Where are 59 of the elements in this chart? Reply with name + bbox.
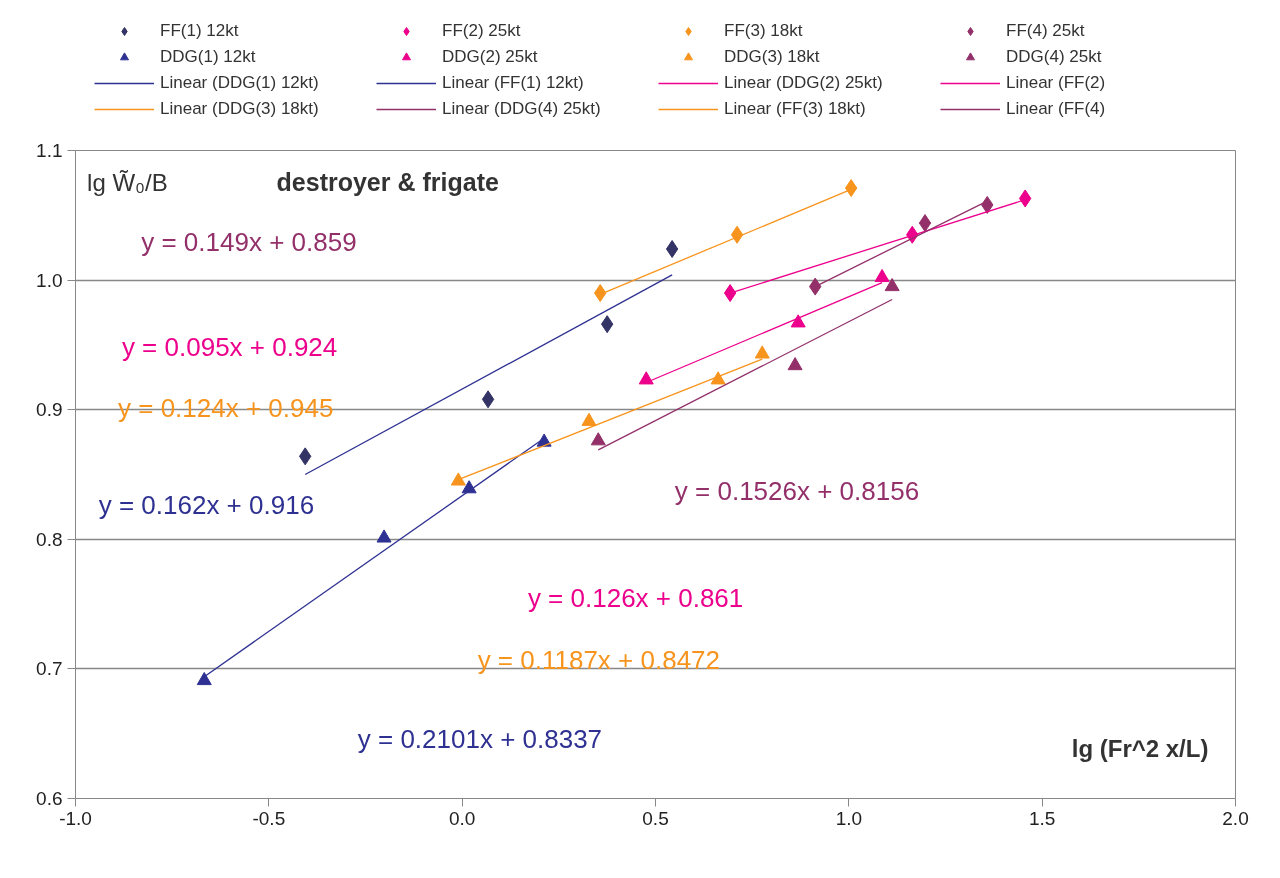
legend-label: Linear (DDG(4) 25kt)	[442, 99, 602, 119]
point	[450, 472, 466, 486]
annotation: y = 0.124x + 0.945	[118, 392, 334, 423]
legend-label: Linear (FF(4)	[1006, 99, 1107, 119]
x-tick-label: 0.0	[448, 807, 476, 829]
point	[787, 357, 803, 371]
annotation: y = 0.1187x + 0.8472	[477, 645, 721, 676]
annotation: y = 0.2101x + 0.8337	[357, 724, 603, 755]
legend-label: Linear (DDG(1) 12kt)	[160, 73, 320, 93]
y-tick-label: 0.9	[36, 399, 63, 421]
point	[196, 671, 212, 686]
x-tick-label: -1.0	[59, 807, 92, 829]
point	[723, 284, 737, 303]
text: destroyer & frigate	[276, 167, 499, 196]
point	[638, 371, 654, 385]
point	[884, 278, 900, 292]
annotation: y = 0.162x + 0.916	[98, 489, 315, 520]
annotation: y = 0.1526x + 0.8156	[674, 475, 920, 506]
x-tick-label: -0.5	[252, 807, 286, 829]
point	[581, 412, 597, 426]
legend-label: FF(3) 18kt	[724, 21, 804, 41]
legend-label: FF(1) 12kt	[160, 21, 240, 41]
x-tick-label: 0.5	[642, 807, 669, 829]
legend-label: DDG(4) 25kt	[1006, 47, 1103, 67]
legend-label: DDG(2) 25kt	[442, 47, 539, 67]
y-tick-label: 0.7	[36, 658, 63, 680]
legend-label: Linear (FF(3) 18kt)	[724, 99, 867, 119]
x-tick-label: 1.0	[835, 807, 863, 829]
legend-label: Linear (FF(2)	[1006, 73, 1107, 93]
y-tick-label: 0.6	[36, 788, 63, 809]
x-tick-label: 1.5	[1028, 807, 1056, 829]
point	[918, 214, 932, 233]
legend-label: DDG(1) 12kt	[160, 47, 257, 67]
x-axis-title: lg (Fr^2 x/L)	[1071, 735, 1209, 763]
x-tick-label: 2.0	[1222, 807, 1249, 829]
legend-label: FF(4) 25kt	[1006, 21, 1086, 41]
point	[790, 314, 806, 328]
point	[730, 225, 744, 244]
point	[710, 371, 726, 385]
y-tick-label: 1.1	[36, 140, 63, 161]
legend-label: Linear (FF(1) 12kt)	[442, 73, 585, 93]
annotation: y = 0.095x + 0.924	[121, 331, 338, 362]
point	[590, 432, 606, 446]
annotation: y = 0.149x + 0.859	[141, 226, 357, 257]
annotation: y = 0.126x + 0.861	[527, 583, 744, 614]
point	[1018, 189, 1032, 208]
point	[376, 529, 392, 543]
legend-label: Linear (DDG(3) 18kt)	[160, 99, 320, 119]
legend-label: FF(2) 25kt	[442, 21, 522, 41]
legend-label: DDG(3) 18kt	[724, 47, 821, 67]
y-axis-title: lg W̃₀/B	[87, 168, 168, 196]
y-tick-label: 0.8	[36, 528, 63, 550]
point	[665, 240, 679, 258]
point	[874, 268, 890, 283]
y-tick-label: 1.0	[36, 269, 63, 291]
point	[844, 179, 858, 198]
point	[754, 345, 770, 359]
legend-label: Linear (DDG(2) 25kt)	[724, 73, 884, 93]
point	[481, 390, 495, 409]
